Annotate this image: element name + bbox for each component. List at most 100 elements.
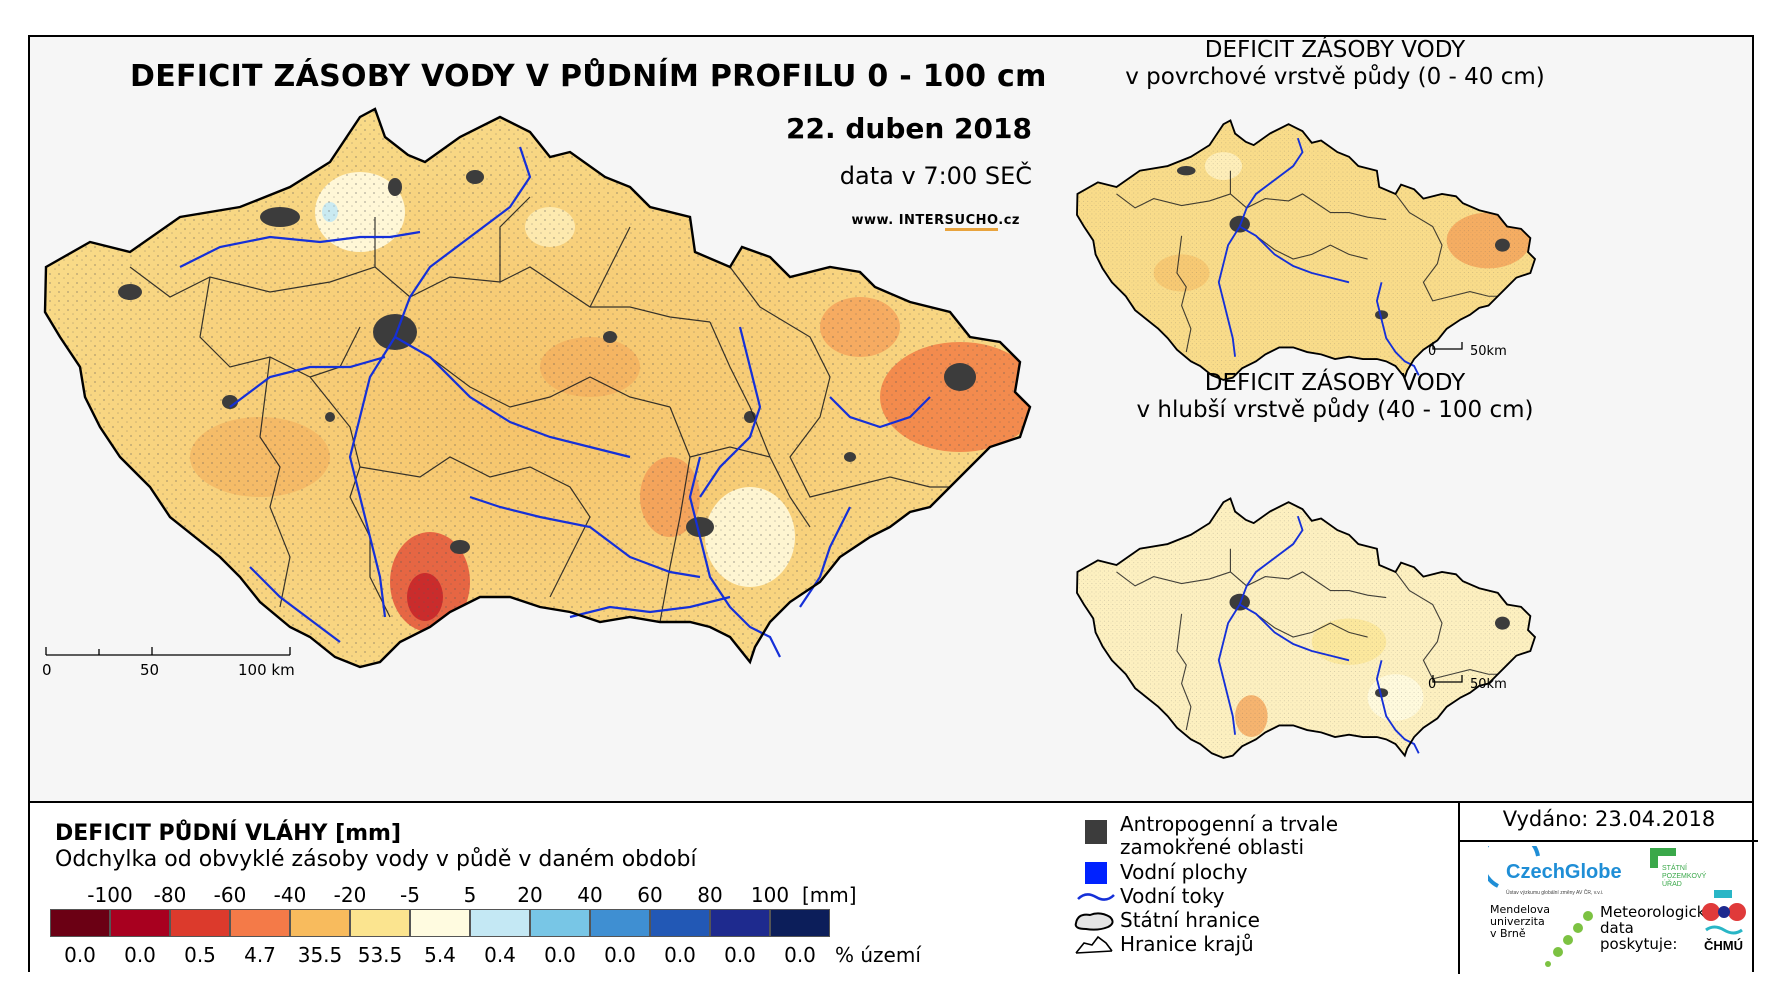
spu-logo: STÁTNÍ POZEMKOVÝ ÚŘAD xyxy=(1650,848,1707,888)
legend-color-box xyxy=(50,909,110,937)
region-border-icon xyxy=(1075,935,1113,954)
met-line3: poskytuje: xyxy=(1600,935,1678,953)
legend-color-box xyxy=(230,909,290,937)
legend-tick-label: 5 xyxy=(463,883,477,907)
legend-subtitle: Odchylka od obvyklé zásoby vody v půdě v… xyxy=(55,847,697,872)
met-line2: data xyxy=(1600,919,1634,937)
legend-tick-label: -60 xyxy=(213,883,247,907)
inset-bottom-title-line1: DEFICIT ZÁSOBY VODY xyxy=(1204,370,1466,396)
map-date: 22. duben 2018 xyxy=(786,112,1032,145)
legend-percentage: 0.0 xyxy=(544,943,576,967)
legend-urban: Antropogenní a trvale zamokřené oblasti xyxy=(1085,812,1339,859)
legend-color-box xyxy=(710,909,770,937)
state-border-icon xyxy=(1074,912,1114,931)
legend-color-box xyxy=(470,909,530,937)
legend-color-box xyxy=(650,909,710,937)
met-line1: Meteorologická xyxy=(1600,903,1715,921)
spu-text-2: POZEMKOVÝ xyxy=(1662,871,1707,880)
legend-color-box xyxy=(410,909,470,937)
main-scale-bar xyxy=(45,647,291,656)
urban-area-icon xyxy=(1085,820,1107,844)
legend-pct-unit: % území xyxy=(835,943,921,967)
info-box: Vydáno: 23.04.2018 CzechGlobe Ústav výzk… xyxy=(1458,803,1758,974)
legend-water-label: Vodní plochy xyxy=(1120,860,1248,884)
inset-top-title-line1: DEFICIT ZÁSOBY VODY xyxy=(1204,37,1466,63)
main-title: DEFICIT ZÁSOBY VODY V PŮDNÍM PROFILU 0 -… xyxy=(130,59,1047,94)
legend-unit: [mm] xyxy=(802,883,857,907)
legend-color-box xyxy=(590,909,650,937)
water-body-icon xyxy=(1085,862,1107,884)
legend-color-box xyxy=(530,909,590,937)
legend-tick-label: -100 xyxy=(87,883,133,907)
inset-bottom-scale-0: 0 xyxy=(1428,677,1437,692)
partner-logos: CzechGlobe Ústav výzkumu globální změny … xyxy=(1460,840,1758,976)
inset-top-scale-50: 50km xyxy=(1470,344,1507,359)
legend-water: Vodní plochy xyxy=(1085,860,1248,884)
legend-tick-label: 80 xyxy=(697,883,723,907)
inset-top-title: DEFICIT ZÁSOBY VODY v povrchové vrstvě p… xyxy=(1090,37,1580,91)
czechglobe-text: CzechGlobe xyxy=(1506,861,1622,883)
legend-percentage: 4.7 xyxy=(244,943,276,967)
mendel-line3: v Brně xyxy=(1490,927,1526,940)
inset-top-scale-0: 0 xyxy=(1428,344,1437,359)
chmu-text: ČHMÚ xyxy=(1704,938,1743,953)
legend-title: DEFICIT PŮDNÍ VLÁHY [mm] xyxy=(55,821,402,846)
legend-percentage: 0.0 xyxy=(724,943,756,967)
legend-area: DEFICIT PŮDNÍ VLÁHY [mm] Odchylka od obv… xyxy=(30,801,1758,974)
inset-bottom-title-line2: v hlubší vrstvě půdy (40 - 100 cm) xyxy=(1136,397,1534,423)
issued-date: Vydáno: 23.04.2018 xyxy=(1502,807,1716,831)
legend-border-label: Státní hranice xyxy=(1120,908,1260,932)
mendel-line2: univerzita xyxy=(1490,915,1545,928)
mendel-dots-icon xyxy=(1545,911,1593,967)
legend-tick-label: -80 xyxy=(153,883,187,907)
legend-regions-label: Hranice krajů xyxy=(1120,932,1254,956)
legend-percentage: 5.4 xyxy=(424,943,456,967)
legend-percentage: 0.4 xyxy=(484,943,516,967)
website-suffix: .cz xyxy=(998,213,1020,228)
czechglobe-logo: CzechGlobe Ústav výzkumu globální změny … xyxy=(1488,846,1622,896)
czechglobe-subtext: Ústav výzkumu globální změny AV ČR, v.v.… xyxy=(1506,889,1603,896)
website-highlight: SUCHO xyxy=(944,213,999,231)
inset-top-title-line2: v povrchové vrstvě půdy (0 - 40 cm) xyxy=(1125,64,1545,90)
legend-tick-label: -40 xyxy=(273,883,307,907)
legend-percentage: 0.0 xyxy=(64,943,96,967)
legend-tick-label: 20 xyxy=(517,883,543,907)
spu-text-3: ÚŘAD xyxy=(1662,879,1682,888)
legend-urban-line1: Antropogenní a trvale xyxy=(1120,812,1339,836)
website-link[interactable]: www. INTERSUCHO.cz xyxy=(851,213,1020,231)
legend-rivers: Vodní toky xyxy=(1077,884,1225,908)
legend-tick-label: -5 xyxy=(400,883,420,907)
legend-color-box xyxy=(170,909,230,937)
maps-svg xyxy=(43,107,1536,759)
river-icon xyxy=(1077,893,1115,901)
inset-map-bottom xyxy=(1076,497,1536,759)
legend-tick-label: 40 xyxy=(577,883,603,907)
legend-percentage: 0.0 xyxy=(784,943,816,967)
legend-color-box xyxy=(110,909,170,937)
legend-percentage: 53.5 xyxy=(357,943,403,967)
legend-percentage: 35.5 xyxy=(297,943,343,967)
legend-tick-label: 100 xyxy=(750,883,790,907)
legend-tick-label: -20 xyxy=(333,883,367,907)
chmu-logo: ČHMÚ xyxy=(1702,890,1746,953)
legend-color-box xyxy=(290,909,350,937)
legend-region-border: Hranice krajů xyxy=(1075,932,1254,956)
legend-color-box xyxy=(770,909,830,937)
legend-percentage: 0.0 xyxy=(664,943,696,967)
met-data-label: Meteorologická data poskytuje: xyxy=(1600,904,1714,952)
data-time: data v 7:00 SEČ xyxy=(839,162,1032,190)
mendel-line1: Mendelova xyxy=(1490,903,1551,916)
legend-urban-line2: zamokřené oblasti xyxy=(1120,835,1305,859)
legend-rivers-label: Vodní toky xyxy=(1120,884,1225,908)
legend-percentage: 0.5 xyxy=(184,943,216,967)
scale-label-0: 0 xyxy=(42,661,52,679)
inset-bottom-title: DEFICIT ZÁSOBY VODY v hlubší vrstvě půdy… xyxy=(1090,370,1580,424)
map-area: DEFICIT ZÁSOBY VODY V PŮDNÍM PROFILU 0 -… xyxy=(30,37,1752,801)
legend-color-box xyxy=(350,909,410,937)
legend-percentage: 0.0 xyxy=(604,943,636,967)
spu-text-1: STÁTNÍ xyxy=(1662,863,1687,872)
scale-label-100: 100 km xyxy=(238,661,295,679)
legend-state-border: Státní hranice xyxy=(1074,908,1260,932)
website-prefix: www. INTER xyxy=(851,213,945,228)
inset-scale-bars xyxy=(1432,342,1463,683)
